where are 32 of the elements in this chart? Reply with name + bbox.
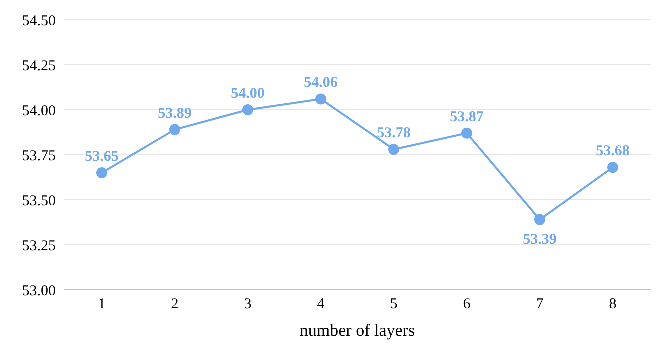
y-tick-label: 53.25 xyxy=(22,238,56,254)
data-label: 53.39 xyxy=(523,232,557,248)
y-tick-label: 54.25 xyxy=(22,58,56,74)
point xyxy=(242,104,254,116)
x-tick-label: 6 xyxy=(463,296,472,313)
data-label: 53.78 xyxy=(377,126,411,142)
data-label: 53.89 xyxy=(158,106,192,122)
point xyxy=(388,144,400,156)
point xyxy=(462,128,472,139)
point xyxy=(608,162,618,174)
y-tick-label: 54.50 xyxy=(22,13,56,30)
x-tick-label: 3 xyxy=(244,296,252,313)
data-label: 54.00 xyxy=(231,86,265,102)
y-tick-label: 54.00 xyxy=(22,103,56,120)
point xyxy=(170,124,180,136)
point xyxy=(534,214,546,226)
point xyxy=(316,94,326,105)
x-tick-label: 1 xyxy=(98,296,106,313)
x-tick-label: 5 xyxy=(390,296,398,313)
x-tick-label: 2 xyxy=(171,296,179,313)
y-tick-label: 53.00 xyxy=(22,283,56,300)
y-tick-label: 53.75 xyxy=(22,148,56,164)
data-label: 53.65 xyxy=(85,149,119,165)
point xyxy=(96,168,108,178)
data-label: 54.06 xyxy=(304,75,338,92)
data-label: 53.68 xyxy=(596,144,630,160)
x-tick-label: 4 xyxy=(317,296,326,313)
x-tick-label: 7 xyxy=(536,296,544,313)
x-tick-label: 8 xyxy=(609,296,617,313)
y-tick-label: 53.50 xyxy=(22,193,56,210)
data-label: 53.87 xyxy=(450,109,484,126)
x-axis-title: number of layers xyxy=(300,321,416,340)
